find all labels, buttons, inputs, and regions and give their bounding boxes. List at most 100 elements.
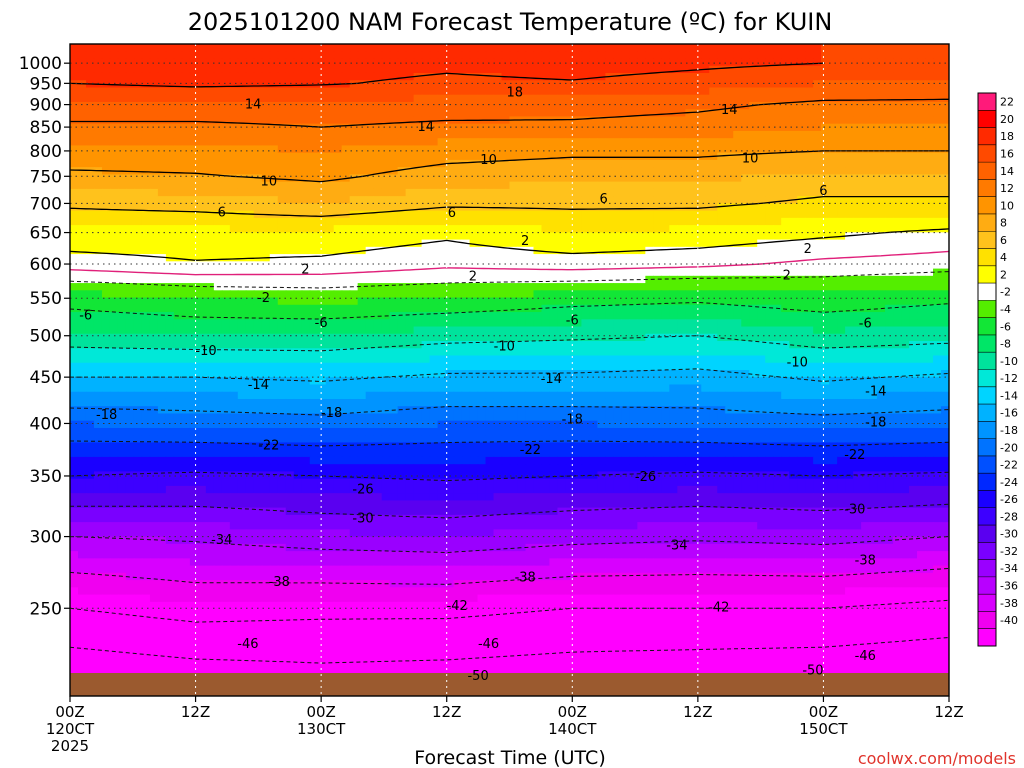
temperature-cell	[149, 188, 159, 197]
temperature-cell	[453, 130, 463, 139]
temperature-cell	[413, 362, 423, 371]
temperature-cell	[197, 159, 207, 168]
temperature-cell	[621, 326, 630, 335]
temperature-cell	[245, 304, 255, 313]
temperature-cell	[445, 51, 455, 60]
temperature-cell	[885, 312, 894, 320]
temperature-cell	[549, 87, 559, 96]
temperature-cell	[677, 261, 686, 270]
temperature-cell	[645, 290, 654, 299]
temperature-cell	[621, 203, 630, 212]
temperature-cell	[685, 130, 694, 139]
temperature-cell	[565, 246, 575, 255]
temperature-cell	[485, 304, 495, 313]
temperature-cell	[277, 87, 287, 96]
temperature-cell	[821, 268, 830, 277]
temperature-cell	[525, 268, 535, 277]
temperature-cell	[373, 261, 383, 270]
temperature-cell	[517, 138, 527, 147]
temperature-cell	[125, 94, 135, 103]
temperature-cell	[485, 109, 495, 118]
temperature-cell	[733, 51, 742, 60]
temperature-cell	[621, 261, 630, 270]
temperature-cell	[261, 145, 271, 154]
temperature-cell	[589, 297, 598, 306]
temperature-cell	[517, 333, 527, 342]
temperature-cell	[277, 174, 287, 183]
temperature-cell	[741, 94, 750, 103]
temperature-cell	[125, 87, 135, 96]
temperature-cell	[845, 72, 854, 81]
temperature-cell	[669, 297, 678, 306]
temperature-cell	[813, 312, 822, 320]
temperature-cell	[349, 254, 359, 262]
temperature-cell	[909, 217, 918, 226]
temperature-cell	[213, 217, 223, 226]
temperature-cell	[941, 44, 949, 52]
temperature-cell	[557, 116, 567, 125]
temperature-cell	[765, 167, 774, 175]
temperature-cell	[909, 87, 918, 96]
temperature-cell	[325, 123, 335, 132]
temperature-cell	[717, 159, 726, 168]
temperature-cell	[373, 326, 383, 335]
temperature-cell	[213, 65, 223, 74]
temperature-cell	[877, 275, 886, 284]
temperature-cell	[157, 268, 167, 277]
temperature-cell	[605, 319, 614, 328]
temperature-cell	[477, 101, 487, 110]
temperature-cell	[365, 232, 375, 241]
temperature-cell	[717, 174, 726, 183]
temperature-cell	[117, 159, 127, 168]
temperature-cell	[637, 341, 646, 349]
temperature-cell	[757, 181, 766, 190]
temperature-cell	[645, 72, 654, 81]
temperature-cell	[237, 167, 247, 175]
temperature-cell	[125, 246, 135, 255]
temperature-cell	[645, 188, 654, 197]
temperature-cell	[749, 246, 758, 255]
temperature-cell	[709, 87, 718, 96]
temperature-cell	[109, 275, 119, 284]
temperature-cell	[429, 152, 439, 161]
temperature-cell	[365, 138, 375, 147]
temperature-cell	[725, 319, 734, 328]
temperature-cell	[629, 362, 638, 371]
temperature-cell	[605, 58, 614, 67]
temperature-cell	[861, 130, 870, 139]
temperature-cell	[333, 304, 343, 313]
temperature-cell	[365, 290, 375, 299]
temperature-cell	[837, 225, 846, 233]
temperature-cell	[885, 101, 894, 110]
temperature-cell	[349, 58, 359, 67]
temperature-cell	[557, 159, 567, 168]
temperature-cell	[301, 355, 311, 364]
temperature-cell	[70, 80, 79, 89]
temperature-cell	[277, 319, 287, 328]
temperature-cell	[565, 297, 575, 306]
temperature-cell	[413, 261, 423, 270]
temperature-cell	[501, 109, 511, 118]
temperature-cell	[597, 80, 606, 89]
temperature-cell	[685, 44, 694, 52]
temperature-cell	[117, 203, 127, 212]
temperature-cell	[861, 101, 870, 110]
temperature-cell	[453, 44, 463, 52]
temperature-cell	[189, 130, 199, 139]
temperature-cell	[861, 181, 870, 190]
temperature-cell	[605, 225, 614, 233]
temperature-cell	[421, 174, 431, 183]
temperature-cell	[525, 232, 535, 241]
temperature-cell	[109, 268, 119, 277]
temperature-cell	[661, 283, 670, 291]
temperature-cell	[749, 362, 758, 371]
temperature-cell	[653, 65, 662, 74]
temperature-cell	[125, 203, 135, 212]
temperature-cell	[701, 246, 710, 255]
temperature-cell	[861, 94, 870, 103]
temperature-cell	[437, 232, 447, 241]
temperature-cell	[725, 80, 734, 89]
temperature-cell	[669, 101, 678, 110]
temperature-cell	[501, 326, 511, 335]
temperature-cell	[669, 203, 678, 212]
